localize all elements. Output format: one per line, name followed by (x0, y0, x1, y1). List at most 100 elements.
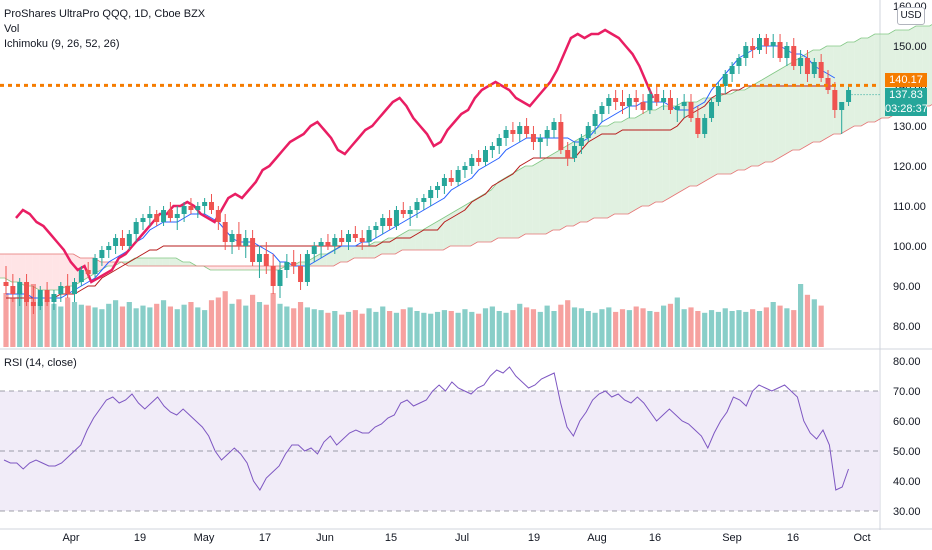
last-price-badge: 137.83 (885, 88, 927, 102)
time-tick-label: 19 (528, 532, 540, 544)
volume-bar (106, 303, 112, 347)
volume-bar (599, 309, 605, 347)
candle-body (304, 254, 310, 282)
cloud-segment (100, 262, 108, 270)
volume-bar (715, 311, 721, 347)
time-tick-label: Jun (316, 532, 334, 544)
candle-body (825, 78, 831, 90)
volume-bar (92, 307, 98, 347)
cloud-segment (737, 90, 745, 170)
candle-body (606, 98, 612, 106)
horizontal-level[interactable] (0, 83, 880, 96)
cloud-segment (861, 38, 868, 126)
rsi-tick-label: 30.00 (893, 506, 921, 518)
cloud-segment (799, 54, 807, 150)
candle-body (750, 46, 756, 50)
volume-bar (750, 309, 756, 347)
volume-bar (455, 312, 461, 347)
time-tick-label: Jul (455, 532, 469, 544)
candle-body (565, 150, 571, 158)
cloud-segment (230, 266, 238, 270)
candle-body (626, 98, 632, 106)
cloud-segment (299, 262, 307, 266)
volume-bar (51, 303, 57, 347)
candle-body (729, 66, 735, 74)
candle-body (332, 238, 338, 246)
volume-bar (140, 305, 146, 347)
volume-bar (85, 305, 91, 347)
candle-body (51, 294, 57, 302)
candle-body (681, 102, 687, 106)
cloud-segment (52, 254, 60, 290)
candle-body (770, 42, 776, 46)
candle-body (400, 210, 406, 214)
candle-body (798, 58, 804, 66)
candle-body (373, 226, 379, 230)
candle-body (489, 146, 495, 150)
volume-bar (702, 312, 708, 347)
time-tick-label: 15 (385, 532, 397, 544)
volume-bar (613, 311, 619, 347)
volume-bar (647, 311, 653, 347)
volume-bar (352, 310, 358, 347)
candle-body (496, 138, 502, 146)
candle-body (195, 206, 201, 210)
cloud-segment (169, 258, 177, 266)
volume-bar (476, 313, 482, 347)
volume-bar (667, 303, 674, 347)
cloud-segment (415, 230, 423, 250)
cloud-segment (422, 226, 430, 250)
kijun-sen-line (6, 85, 835, 299)
volume-bar (661, 305, 667, 347)
candle-body (448, 178, 454, 182)
candle-body (736, 58, 742, 66)
cloud-segment (237, 266, 245, 270)
cloud-segment (141, 258, 149, 266)
time-tick-label: 16 (649, 532, 661, 544)
volume-bar (167, 306, 173, 347)
cloud-segment (785, 62, 793, 154)
cloud-segment (641, 110, 649, 206)
cloud-segment (559, 146, 567, 230)
volume-bar (44, 300, 50, 347)
volume-bar (215, 297, 221, 347)
volume-bar (496, 311, 502, 347)
currency-button[interactable]: USD (897, 7, 925, 25)
candle-body (647, 94, 653, 110)
volume-bar (30, 284, 36, 347)
cloud-segment (409, 230, 416, 250)
cloud-segment (45, 254, 53, 290)
candle-body (202, 202, 208, 206)
candle-body (222, 222, 228, 242)
candle-body (620, 102, 625, 106)
cloud-segment (929, 24, 932, 106)
candle-body (30, 302, 36, 306)
volume-bar (798, 284, 804, 347)
volume-bar (756, 311, 763, 347)
candle-body (530, 134, 536, 142)
candle-body (58, 286, 64, 294)
candlesticks (3, 34, 852, 314)
cloud-segment (210, 266, 218, 270)
candle-body (572, 146, 578, 158)
volume-bar (784, 308, 790, 347)
rsi-tick-label: 50.00 (893, 446, 921, 458)
cloud-segment (614, 122, 622, 214)
candle-body (209, 202, 214, 210)
cloud-segment (504, 174, 512, 238)
candle-body (393, 210, 399, 226)
candle-body (17, 282, 23, 294)
cloud-segment (347, 246, 355, 262)
cloud-segment (443, 214, 451, 250)
candle-body (558, 122, 564, 150)
volume-bar (250, 294, 256, 347)
time-tick-label: May (194, 532, 215, 544)
cloud-segment (683, 102, 690, 190)
cloud-segment (258, 266, 266, 270)
candle-body (270, 266, 276, 286)
candle-body (702, 118, 708, 134)
cloud-segment (751, 82, 759, 166)
price-tick-label: 100.00 (893, 241, 927, 253)
volume-bar (133, 308, 139, 347)
